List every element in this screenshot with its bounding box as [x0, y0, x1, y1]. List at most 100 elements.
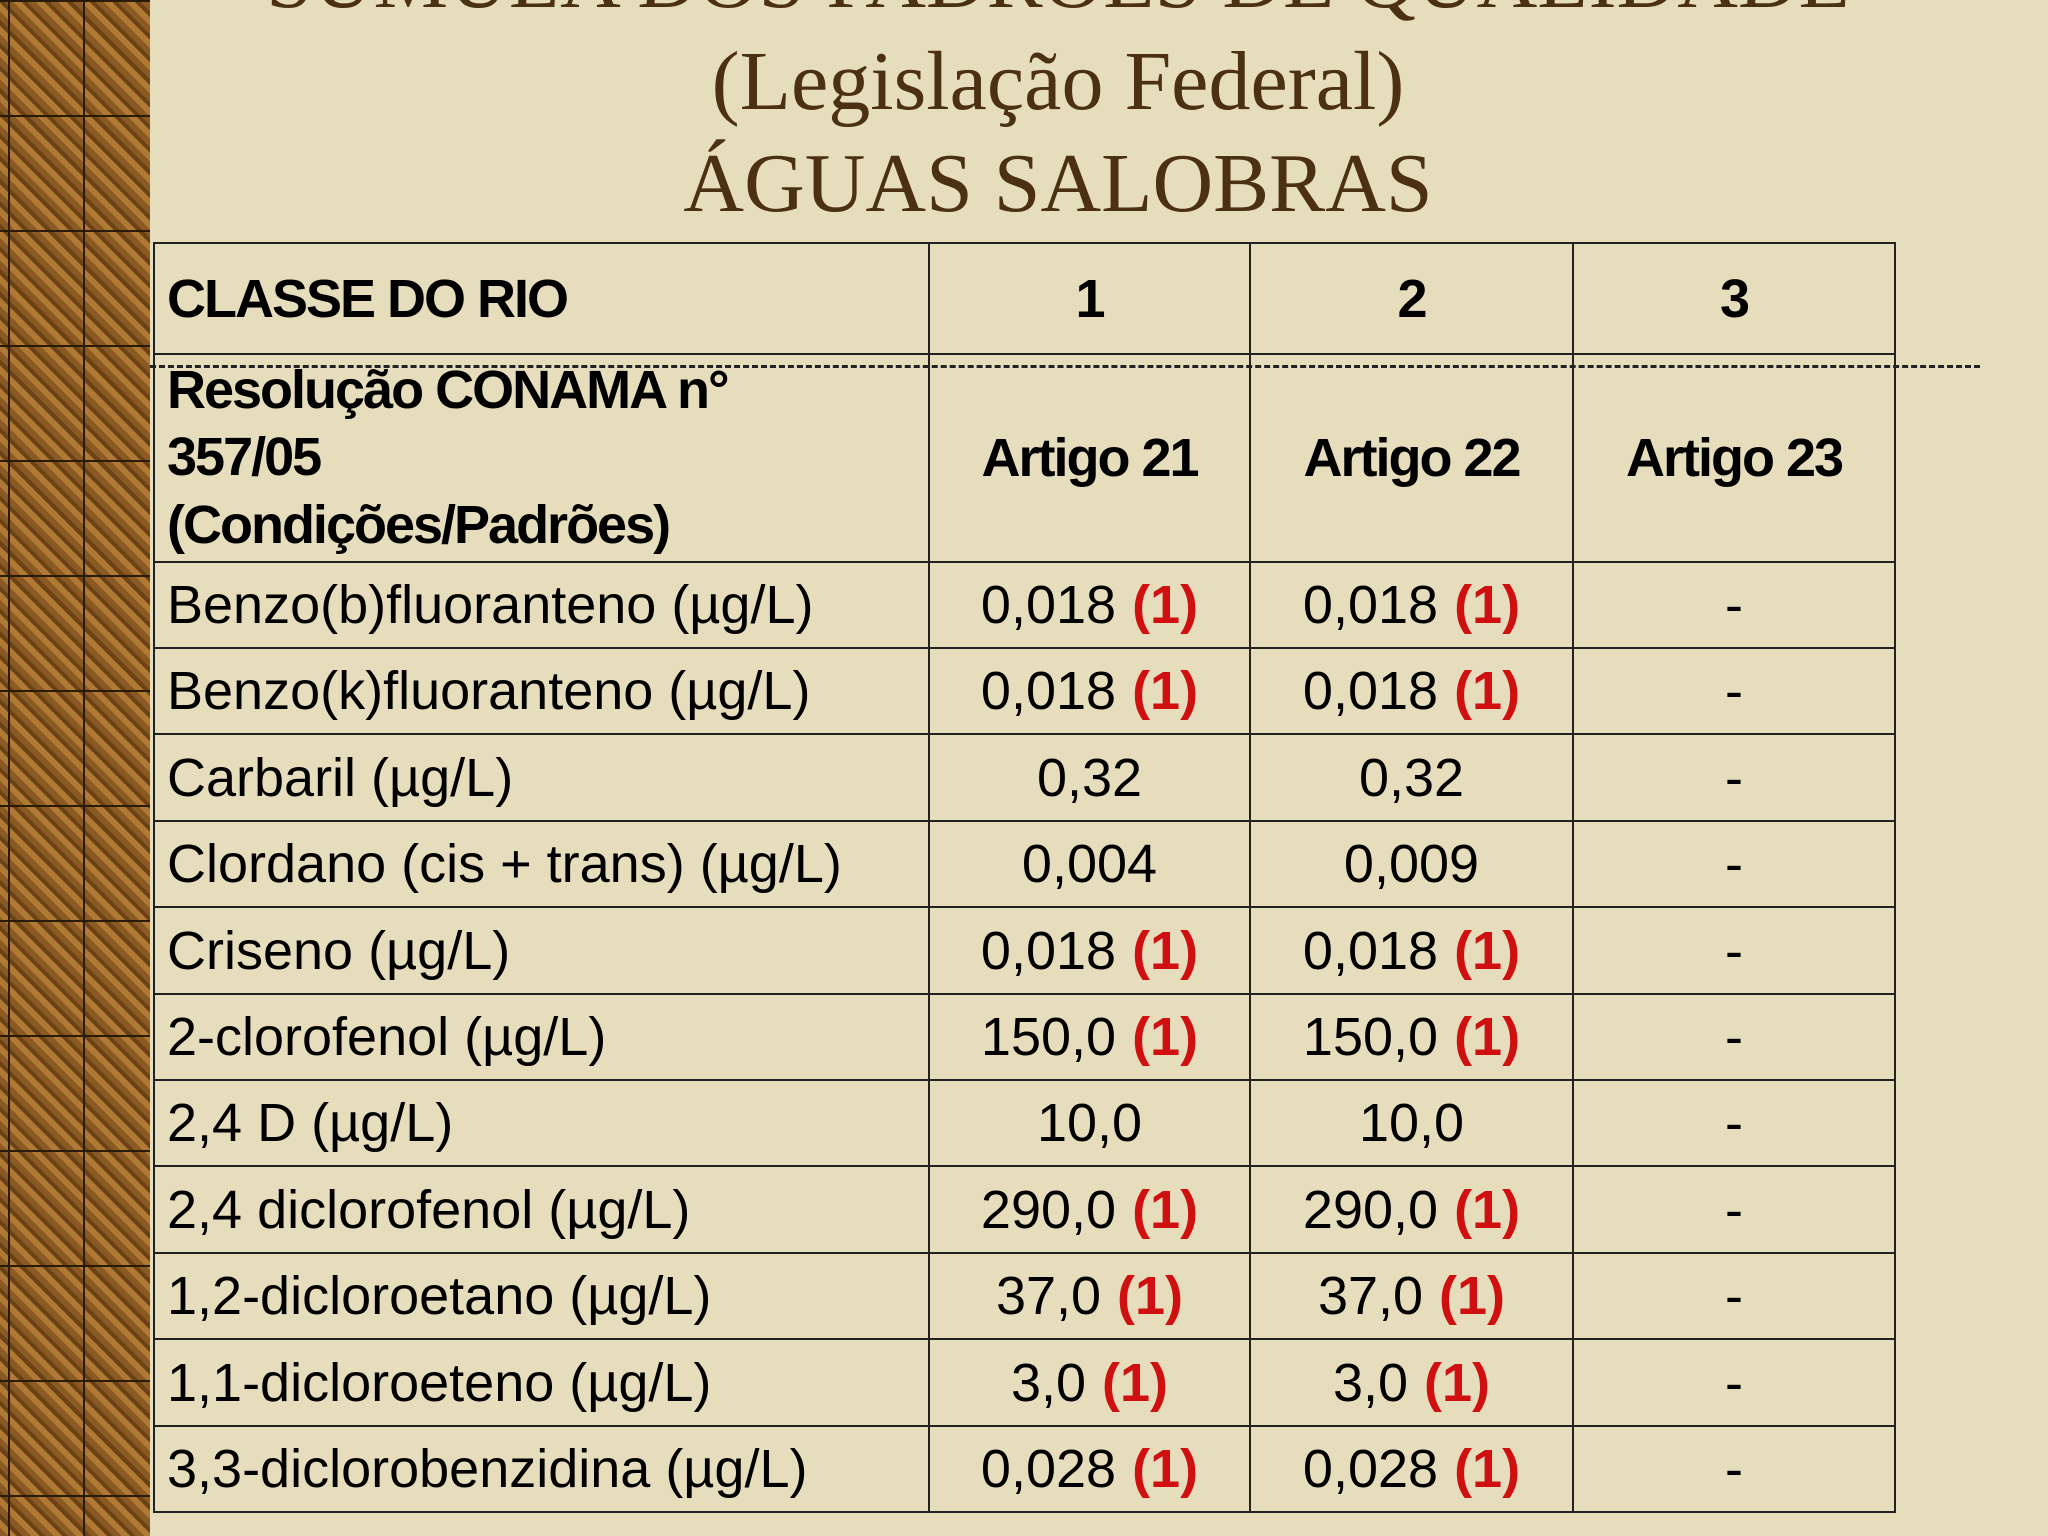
cell-note: (1)	[1454, 1439, 1521, 1499]
cell-note: (1)	[1454, 920, 1521, 981]
table-cell: Benzo(b)fluoranteno (µg/L)	[153, 563, 930, 649]
table-cell: 10,0	[930, 1081, 1251, 1167]
table-cell: Artigo 23	[1574, 355, 1896, 563]
cell-text: -	[1725, 575, 1743, 635]
table-cell: Carbaril (µg/L)	[153, 735, 930, 822]
cell-value: 0,018	[980, 661, 1117, 721]
table-cell: 150,0 (1)	[930, 995, 1251, 1081]
subheader-line: Resolução CONAMA n°	[167, 359, 730, 420]
strip-grid	[0, 0, 150, 1536]
table-cell: -	[1574, 1254, 1896, 1340]
table-cell: 3,3-diclorobenzidina (µg/L)	[153, 1427, 930, 1513]
decorative-strip	[0, 0, 150, 1536]
subheader-text: Artigo 23	[1625, 428, 1844, 488]
table-cell: -	[1574, 735, 1896, 822]
cell-value: 37,0	[995, 1266, 1102, 1326]
cell-value: 0,028	[1302, 1439, 1439, 1499]
table-cell: 1	[930, 242, 1251, 355]
table-cell: 0,018 (1)	[1251, 649, 1574, 735]
cell-note: (1)	[1454, 661, 1521, 721]
cell-value: 0,018	[1302, 920, 1439, 981]
table-cell: 3	[1574, 242, 1896, 355]
table-cell: 2,4 diclorofenol (µg/L)	[153, 1167, 930, 1254]
cell-text: -	[1725, 1266, 1743, 1326]
table-cell: Criseno (µg/L)	[153, 908, 930, 995]
table-cell: 10,0	[1251, 1081, 1574, 1167]
cell-note: (1)	[1132, 1439, 1199, 1499]
table-cell: Clordano (cis + trans) (µg/L)	[153, 822, 930, 908]
table-cell: 0,028 (1)	[930, 1427, 1251, 1513]
table-cell: -	[1574, 822, 1896, 908]
cell-note: (1)	[1454, 1179, 1521, 1240]
table-cell: 37,0 (1)	[1251, 1254, 1574, 1340]
cell-value: 3,0	[1010, 1352, 1087, 1413]
cell-note: (1)	[1424, 1352, 1491, 1413]
table-cell: Artigo 21	[930, 355, 1251, 563]
cell-value: 0,018	[1302, 575, 1439, 635]
cell-value: 3,0	[1332, 1352, 1409, 1413]
table-cell: 1,2-dicloroetano (µg/L)	[153, 1254, 930, 1340]
cell-text: 2,4 D (µg/L)	[167, 1093, 454, 1153]
table-cell: Resolução CONAMA n° 357/05 (Condições/Padr…	[153, 355, 930, 563]
table-cell: 0,018 (1)	[930, 563, 1251, 649]
table-cell: -	[1574, 1167, 1896, 1254]
cell-note: (1)	[1454, 1007, 1521, 1067]
cell-value: 37,0	[1317, 1266, 1424, 1326]
table-cell: -	[1574, 1427, 1896, 1513]
table-cell: 3,0 (1)	[930, 1340, 1251, 1427]
table-cell: 290,0 (1)	[930, 1167, 1251, 1254]
subheader-line: 357/05	[167, 427, 322, 488]
cell-note: (1)	[1439, 1266, 1506, 1326]
cell-text: -	[1725, 1093, 1743, 1153]
title-line: ÁGUAS SALOBRAS	[683, 137, 1433, 230]
table-cell: CLASSE DO RIO	[153, 242, 930, 355]
cell-text: Clordano (cis + trans) (µg/L)	[167, 834, 842, 894]
cell-text: -	[1725, 834, 1743, 894]
cell-text: Benzo(b)fluoranteno (µg/L)	[167, 575, 814, 635]
cell-note: (1)	[1117, 1266, 1184, 1326]
cell-note: (1)	[1132, 661, 1199, 721]
title-line: SÚMULA DOS PADRÕES DE QUALIDADE	[150, 0, 1966, 22]
table-cell: 0,018 (1)	[930, 908, 1251, 995]
cell-text: -	[1725, 1007, 1743, 1067]
table-cell: 0,018 (1)	[930, 649, 1251, 735]
cell-text: 0,32	[1036, 747, 1143, 808]
cell-text: -	[1725, 920, 1743, 981]
cell-text: 10,0	[1036, 1093, 1143, 1153]
table-cell: 0,018 (1)	[1251, 908, 1574, 995]
cell-note: (1)	[1132, 575, 1199, 635]
cell-text: -	[1725, 1352, 1743, 1413]
cell-value: 150,0	[1302, 1007, 1439, 1067]
table-cell: 2,4 D (µg/L)	[153, 1081, 930, 1167]
header-text: 3	[1719, 268, 1750, 329]
table-cell: 2-clorofenol (µg/L)	[153, 995, 930, 1081]
cell-note: (1)	[1132, 1007, 1199, 1067]
table-cell: -	[1574, 1081, 1896, 1167]
table-cell: Benzo(k)fluoranteno (µg/L)	[153, 649, 930, 735]
cell-note: (1)	[1454, 575, 1521, 635]
table-cell: 2	[1251, 242, 1574, 355]
cell-text: Benzo(k)fluoranteno (µg/L)	[167, 661, 811, 721]
table-cell: 0,028 (1)	[1251, 1427, 1574, 1513]
cell-value: 0,028	[980, 1439, 1117, 1499]
table-cell: -	[1574, 649, 1896, 735]
cell-text: 0,004	[1021, 834, 1158, 894]
cell-text: -	[1725, 661, 1743, 721]
cell-note: (1)	[1102, 1352, 1169, 1413]
cell-text: 1,2-dicloroetano (µg/L)	[167, 1266, 712, 1326]
header-text: 2	[1397, 268, 1427, 329]
dashed-line	[150, 365, 1980, 368]
cell-text: -	[1725, 1439, 1743, 1499]
cell-text: 0,009	[1343, 834, 1480, 894]
table-cell: -	[1574, 908, 1896, 995]
cell-text: -	[1725, 747, 1743, 808]
subheader-line: (Condições/Padrões)	[167, 494, 671, 555]
table-cell: 0,018 (1)	[1251, 563, 1574, 649]
subheader-text: Artigo 22	[1303, 428, 1521, 488]
cell-text: 2-clorofenol (µg/L)	[167, 1007, 607, 1067]
cell-text: 1,1-dicloroeteno (µg/L)	[167, 1352, 712, 1413]
cell-text: Carbaril (µg/L)	[167, 747, 514, 808]
cell-text: 2,4 diclorofenol (µg/L)	[167, 1179, 691, 1240]
table-cell: 37,0 (1)	[930, 1254, 1251, 1340]
